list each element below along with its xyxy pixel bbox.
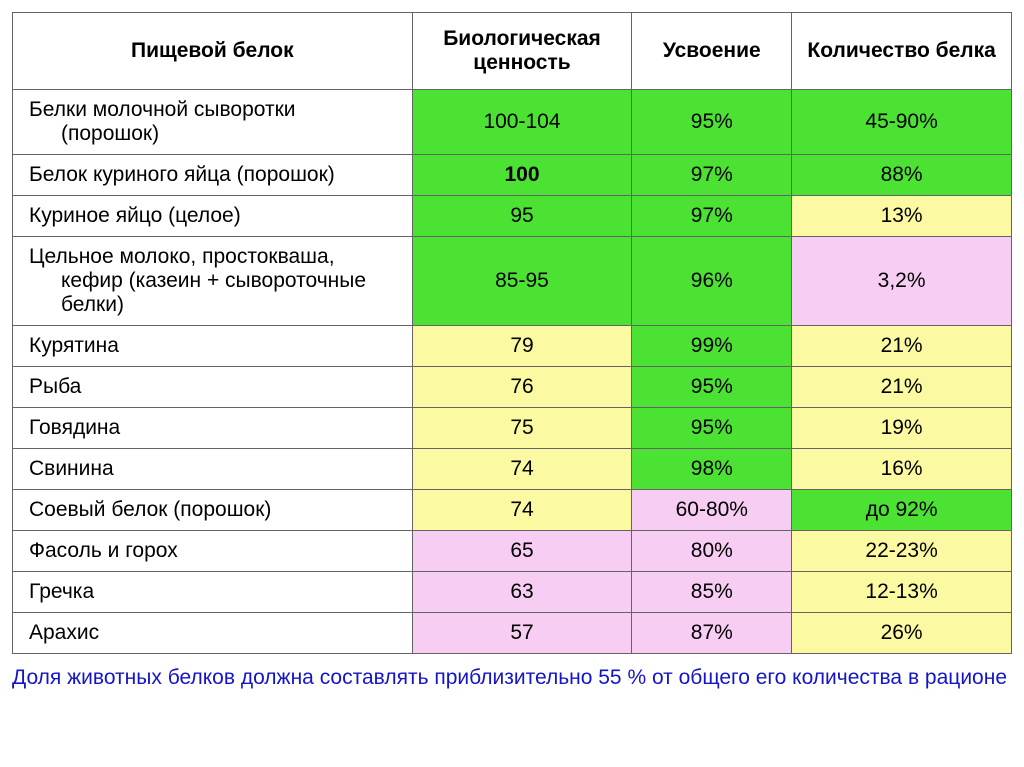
cell-absorption: 60-80% (632, 490, 792, 531)
cell-amount: 21% (792, 367, 1012, 408)
table-row: Белки молочной сыворотки(порошок)100-104… (13, 90, 1012, 155)
table-row: Гречка6385%12-13% (13, 572, 1012, 613)
col-header-amount: Количество белка (792, 13, 1012, 90)
food-label: Арахис (13, 613, 413, 654)
cell-biovalue: 79 (412, 326, 632, 367)
cell-absorption: 96% (632, 237, 792, 326)
food-label: Фасоль и горох (13, 531, 413, 572)
cell-biovalue: 100-104 (412, 90, 632, 155)
food-label: Говядина (13, 408, 413, 449)
cell-amount: 88% (792, 155, 1012, 196)
table-caption: Доля животных белков должна составлять п… (12, 664, 1012, 691)
cell-amount: 16% (792, 449, 1012, 490)
table-row: Арахис5787%26% (13, 613, 1012, 654)
cell-biovalue: 75 (412, 408, 632, 449)
cell-biovalue: 100 (412, 155, 632, 196)
cell-absorption: 97% (632, 196, 792, 237)
col-header-food: Пищевой белок (13, 13, 413, 90)
food-label: Свинина (13, 449, 413, 490)
cell-amount: 22-23% (792, 531, 1012, 572)
food-label: Рыба (13, 367, 413, 408)
cell-amount: 19% (792, 408, 1012, 449)
cell-biovalue: 95 (412, 196, 632, 237)
col-header-biovalue: Биологическая ценность (412, 13, 632, 90)
cell-biovalue: 65 (412, 531, 632, 572)
table-row: Цельное молоко, простокваша,кефир (казеи… (13, 237, 1012, 326)
table-row: Соевый белок (порошок)7460-80%до 92% (13, 490, 1012, 531)
cell-amount: до 92% (792, 490, 1012, 531)
cell-amount: 45-90% (792, 90, 1012, 155)
table-row: Свинина7498%16% (13, 449, 1012, 490)
cell-absorption: 97% (632, 155, 792, 196)
cell-amount: 3,2% (792, 237, 1012, 326)
food-label: Куриное яйцо (целое) (13, 196, 413, 237)
table-row: Фасоль и горох6580%22-23% (13, 531, 1012, 572)
table-row: Куриное яйцо (целое)9597%13% (13, 196, 1012, 237)
header-row: Пищевой белок Биологическая ценность Усв… (13, 13, 1012, 90)
cell-absorption: 95% (632, 408, 792, 449)
food-label: Гречка (13, 572, 413, 613)
cell-biovalue: 74 (412, 449, 632, 490)
food-label: Курятина (13, 326, 413, 367)
cell-amount: 12-13% (792, 572, 1012, 613)
cell-absorption: 99% (632, 326, 792, 367)
cell-absorption: 85% (632, 572, 792, 613)
cell-amount: 21% (792, 326, 1012, 367)
cell-absorption: 98% (632, 449, 792, 490)
cell-biovalue: 76 (412, 367, 632, 408)
cell-absorption: 95% (632, 90, 792, 155)
food-label: Цельное молоко, простокваша,кефир (казеи… (13, 237, 413, 326)
table-row: Рыба7695%21% (13, 367, 1012, 408)
col-header-absorb: Усвоение (632, 13, 792, 90)
cell-absorption: 80% (632, 531, 792, 572)
cell-biovalue: 85-95 (412, 237, 632, 326)
protein-table: Пищевой белок Биологическая ценность Усв… (12, 12, 1012, 654)
cell-amount: 13% (792, 196, 1012, 237)
cell-absorption: 87% (632, 613, 792, 654)
cell-biovalue: 57 (412, 613, 632, 654)
food-label: Соевый белок (порошок) (13, 490, 413, 531)
cell-absorption: 95% (632, 367, 792, 408)
cell-biovalue: 74 (412, 490, 632, 531)
table-row: Курятина7999%21% (13, 326, 1012, 367)
food-label: Белки молочной сыворотки(порошок) (13, 90, 413, 155)
cell-biovalue: 63 (412, 572, 632, 613)
table-row: Говядина7595%19% (13, 408, 1012, 449)
table-row: Белок куриного яйца (порошок)10097%88% (13, 155, 1012, 196)
cell-amount: 26% (792, 613, 1012, 654)
food-label: Белок куриного яйца (порошок) (13, 155, 413, 196)
